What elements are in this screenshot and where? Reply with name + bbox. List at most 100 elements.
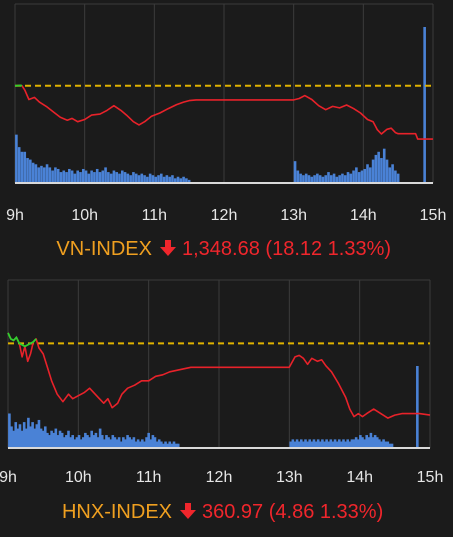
volume-bar [369,167,372,183]
volume-bar [380,441,383,448]
volume-bar [346,172,350,183]
volume-bar [105,435,108,448]
volume-bar [119,441,123,448]
volume-bar [340,441,343,448]
volume-bar [342,439,345,448]
volume-bar [164,441,167,448]
volume-bar [149,439,153,448]
volume-bar [109,439,112,448]
volume-bar [39,428,43,448]
volume-bar [338,175,341,183]
volume-bar [29,426,32,448]
volume-bar [73,439,77,448]
volume-bar [54,167,57,183]
down-arrow-icon [160,240,176,256]
volume-bar [318,175,322,183]
volume-bar [86,435,89,448]
volume-bar [350,439,354,448]
volume-bar [291,439,295,448]
volume-bar [88,437,91,448]
volume-bars [8,366,419,448]
volume-bar [90,170,93,183]
down-arrow-icon [180,503,196,519]
volume-bar [8,413,11,448]
volume-bar [41,430,45,448]
volume-bar [367,437,371,448]
volume-bar [306,441,309,448]
x-tick-label: 9h [0,469,17,486]
volume-bar [140,173,144,183]
volume-bar [112,170,116,183]
volume-bar [136,439,140,448]
x-tick-label: 15h [420,207,447,224]
volume-bar [87,173,91,183]
x-tick-label: 13h [276,469,303,486]
volume-bar [423,27,426,183]
volume-bar [42,167,46,183]
volume-bar [331,441,335,448]
volume-bar [68,168,71,183]
volume-bar [77,435,81,448]
volume-bar [59,172,63,183]
volume-bar [16,428,20,448]
volume-bar [70,170,74,183]
volume-bar [373,435,377,448]
volume-bar [327,441,331,448]
volume-bar [69,437,72,448]
volume-bar [120,170,124,183]
volume-bar [132,172,135,183]
volume-bar [107,437,110,448]
volume-bar [310,441,314,448]
volume-bar [26,158,29,183]
volume-bar [307,175,311,183]
volume-bar [390,443,394,448]
volume-bar [369,432,373,448]
index-panel-2: 9h 10h 11h 12h 13h 14h 15h HNX-INDEX 360.97 (4.8… [0,279,444,523]
volume-bar [143,175,146,183]
volume-bar [289,441,293,448]
volume-bar [134,441,138,448]
volume-bar [84,170,88,183]
volume-bar [138,441,142,448]
volume-bar [101,170,105,183]
volume-bar [324,175,328,183]
volume-bar [146,176,149,183]
volume-bar [160,173,163,183]
volume-bar [22,422,26,448]
volume-bar [344,441,347,448]
volume-bar [187,179,191,183]
volume-bar [60,432,64,448]
volume-bar [162,176,166,183]
volume-bar [23,151,27,183]
index-name: HNX-INDEX [62,501,172,523]
volume-bar [293,441,297,448]
volume-bar [295,439,299,448]
volume-bar [329,175,333,183]
volume-bar [15,134,18,183]
index-value: 360.97 (4.86 1.33%) [202,501,383,523]
volume-bar [20,430,24,448]
volume-bar [151,175,155,183]
volume-bar [45,164,49,183]
volume-bar [363,168,367,183]
volume-bar [67,430,70,448]
volume-bar [143,441,146,448]
x-tick-label: 14h [346,469,373,486]
volume-bar [126,173,130,183]
volume-bar [357,172,361,183]
volume-bar [48,435,51,448]
volume-bar [337,439,341,448]
volume-bar [377,151,380,183]
volume-bar [24,428,28,448]
volume-bar [329,439,333,448]
volume-bar [325,439,328,448]
volume-bar [111,435,115,448]
volume-bar [109,173,113,183]
x-tick-label: 15h [417,469,444,486]
volume-bar [137,175,141,183]
x-tick-label: 12h [206,469,233,486]
volume-bar [378,439,381,448]
volume-bar [73,173,77,183]
volume-bar [113,437,117,448]
